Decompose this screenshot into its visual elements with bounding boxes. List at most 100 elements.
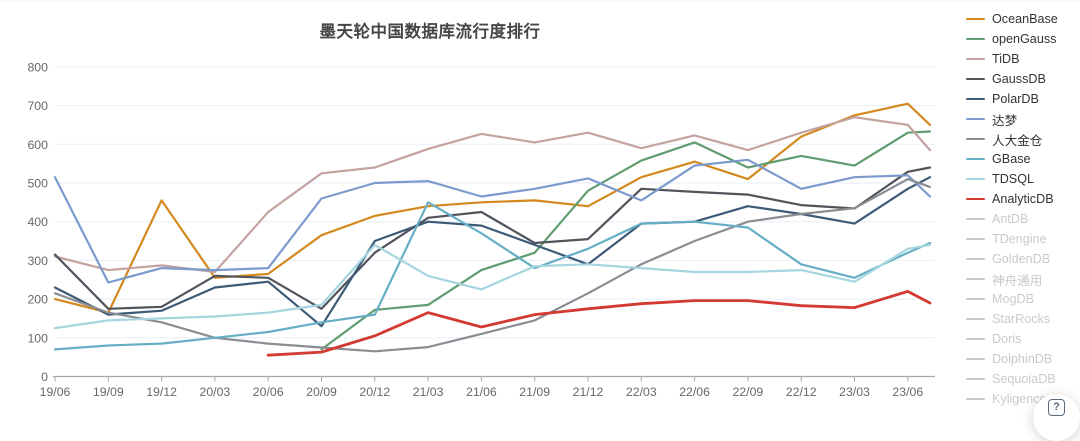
- legend-swatch: [966, 137, 985, 141]
- legend-label: Doris: [992, 332, 1022, 346]
- legend-item-Kyligence[interactable]: Kyligence: [966, 389, 1080, 409]
- legend-item-StarRocks[interactable]: StarRocks: [966, 309, 1080, 329]
- x-axis-tick-label: 19/12: [146, 385, 177, 399]
- series-line-GaussDB: [53, 166, 932, 310]
- legend-label: openGauss: [992, 32, 1057, 46]
- legend-swatch: [966, 117, 985, 121]
- legend-swatch: [966, 37, 985, 41]
- legend-swatch: [966, 277, 985, 281]
- question-box-icon: ?: [1048, 399, 1065, 416]
- legend-label: 神舟通用: [992, 273, 1043, 288]
- legend-label: 达梦: [992, 113, 1018, 128]
- legend-item-DolphinDB[interactable]: DolphinDB: [966, 349, 1080, 369]
- legend-item-AntDB[interactable]: AntDB: [966, 209, 1080, 229]
- chart-legend: OceanBase openGauss TiDB GaussDB PolarDB 达梦人大…: [966, 9, 1080, 409]
- legend-label: 人大金仓: [992, 133, 1043, 148]
- legend-item-Doris[interactable]: Doris: [966, 329, 1080, 349]
- x-axis-tick-label: 22/03: [626, 385, 657, 399]
- legend-swatch: [966, 297, 985, 301]
- series-line-OceanBase: [53, 102, 932, 314]
- y-axis-tick-label: 300: [27, 254, 48, 268]
- legend-swatch: [966, 317, 985, 321]
- legend-item-神舟通用[interactable]: 神舟通用: [966, 269, 1080, 289]
- legend-swatch: [966, 97, 985, 101]
- x-axis-tick-label: 21/12: [573, 385, 604, 399]
- series-line-AnalyticDB: [266, 290, 932, 357]
- y-axis-tick-label: 700: [27, 99, 48, 113]
- legend-label: OceanBase: [992, 12, 1058, 26]
- legend-label: MogDB: [992, 292, 1034, 306]
- legend-item-SequoiaDB[interactable]: SequoiaDB: [966, 369, 1080, 389]
- series-line-人大金仓: [53, 178, 932, 353]
- y-axis-tick-label: 200: [27, 293, 48, 307]
- series-line-openGauss: [320, 130, 932, 351]
- legend-label: Kyligence: [992, 392, 1047, 406]
- x-axis-tick-label: 22/12: [786, 385, 817, 399]
- legend-label: AnalyticDB: [992, 192, 1054, 206]
- legend-swatch: [966, 17, 985, 21]
- series-line-PolarDB: [53, 176, 932, 328]
- legend-item-openGauss[interactable]: openGauss: [966, 29, 1080, 49]
- y-axis-tick-label: 400: [27, 215, 48, 229]
- series-line-TDSQL: [53, 243, 932, 330]
- series-line-GBase: [53, 201, 932, 351]
- x-axis-tick-label: 21/03: [413, 385, 444, 399]
- x-axis-tick-label: 20/09: [306, 385, 337, 399]
- legend-swatch: [966, 257, 985, 261]
- x-axis-tick-label: 21/06: [466, 385, 497, 399]
- legend-label: PolarDB: [992, 92, 1039, 106]
- x-axis-tick-label: 19/06: [40, 385, 71, 399]
- legend-item-TiDB[interactable]: TiDB: [966, 49, 1080, 69]
- x-axis-tick-label: 19/09: [93, 385, 124, 399]
- legend-label: GoldenDB: [992, 252, 1051, 266]
- line-chart-canvas[interactable]: 0 100 200 300 400 500 600 700 800 19/06 19/09 19/12…: [0, 2, 1080, 416]
- legend-item-TDengine[interactable]: TDengine: [966, 229, 1080, 249]
- legend-label: TDSQL: [992, 172, 1034, 186]
- legend-label: TDengine: [992, 232, 1047, 246]
- x-axis-tick-label: 21/09: [519, 385, 550, 399]
- x-axis-tick-label: 22/09: [733, 385, 764, 399]
- legend-label: GaussDB: [992, 72, 1046, 86]
- x-axis-tick-label: 22/06: [679, 385, 710, 399]
- legend-item-PolarDB[interactable]: PolarDB: [966, 89, 1080, 109]
- legend-item-OceanBase[interactable]: OceanBase: [966, 9, 1080, 29]
- legend-item-人大金仓[interactable]: 人大金仓: [966, 129, 1080, 149]
- legend-swatch: [966, 217, 985, 221]
- x-axis-tick-label: 23/03: [839, 385, 870, 399]
- legend-label: TiDB: [992, 52, 1020, 66]
- legend-swatch: [966, 57, 985, 61]
- legend-label: SequoiaDB: [992, 372, 1056, 386]
- legend-item-GoldenDB[interactable]: GoldenDB: [966, 249, 1080, 269]
- series-line-TiDB: [53, 116, 932, 274]
- legend-label: StarRocks: [992, 312, 1051, 326]
- legend-item-TDSQL[interactable]: TDSQL: [966, 169, 1080, 189]
- legend-swatch: [966, 157, 985, 161]
- legend-swatch: [966, 237, 985, 241]
- x-axis-tick-label: 20/03: [200, 385, 231, 399]
- legend-swatch: [966, 77, 985, 81]
- legend-swatch: [966, 177, 985, 181]
- legend-label: AntDB: [992, 212, 1029, 226]
- y-axis-tick-label: 800: [27, 60, 48, 74]
- y-axis-tick-label: 500: [27, 177, 48, 191]
- legend-swatch: [966, 397, 985, 401]
- x-axis-tick-label: 20/12: [359, 385, 390, 399]
- y-axis-tick-label: 100: [27, 331, 48, 345]
- y-axis-tick-label: 0: [41, 370, 48, 384]
- legend-swatch: [966, 337, 985, 341]
- legend-swatch: [966, 377, 985, 381]
- legend-label: DolphinDB: [992, 352, 1053, 366]
- legend-swatch: [966, 357, 985, 361]
- legend-item-达梦[interactable]: 达梦: [966, 109, 1080, 129]
- legend-item-MogDB[interactable]: MogDB: [966, 289, 1080, 309]
- chart-title: 墨天轮中国数据库流行度排行: [319, 23, 541, 41]
- series-line-达梦: [53, 158, 932, 284]
- legend-item-AnalyticDB[interactable]: AnalyticDB: [966, 189, 1080, 209]
- legend-item-GBase[interactable]: GBase: [966, 149, 1080, 169]
- legend-label: GBase: [992, 152, 1031, 166]
- legend-swatch: [966, 197, 985, 201]
- x-axis-tick-label: 23/06: [892, 385, 923, 399]
- x-axis-tick-label: 20/06: [253, 385, 284, 399]
- help-button[interactable]: ?: [1033, 394, 1080, 441]
- legend-item-GaussDB[interactable]: GaussDB: [966, 69, 1080, 89]
